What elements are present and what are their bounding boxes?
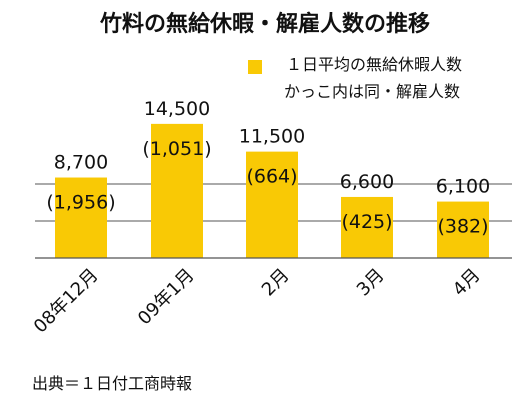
- data-label-layoffs: (664): [246, 166, 297, 188]
- bar: [437, 201, 489, 258]
- bar: [55, 177, 107, 258]
- legend-swatch: [248, 60, 262, 74]
- legend-label-line2: かっこ内は同・解雇人数: [284, 82, 461, 101]
- data-label-layoffs: (425): [341, 211, 392, 233]
- x-tick-label: 2月: [258, 265, 294, 301]
- bar: [246, 151, 298, 258]
- data-label-layoffs: (1,956): [46, 192, 115, 214]
- x-tick-label: 4月: [449, 265, 485, 301]
- legend-label-line1: １日平均の無給休暇人数: [286, 55, 463, 74]
- data-label-paid-leave: 8,700: [54, 152, 108, 174]
- data-label-paid-leave: 6,600: [340, 171, 394, 193]
- x-tick-label: 3月: [353, 265, 389, 301]
- source-note: 出典＝１日付工商時報: [32, 374, 193, 393]
- bar: [151, 123, 203, 258]
- x-tick-label: 09年1月: [134, 265, 199, 330]
- data-label-layoffs: (1,051): [142, 138, 211, 160]
- data-label-layoffs: (382): [437, 216, 488, 238]
- x-tick-label: 08年12月: [30, 265, 103, 338]
- data-label-paid-leave: 6,100: [436, 176, 490, 198]
- data-label-paid-leave: 14,500: [144, 98, 210, 120]
- chart-title: 竹料の無給休暇・解雇人数の推移: [99, 12, 430, 37]
- bar: [341, 196, 393, 258]
- data-label-paid-leave: 11,500: [239, 126, 305, 148]
